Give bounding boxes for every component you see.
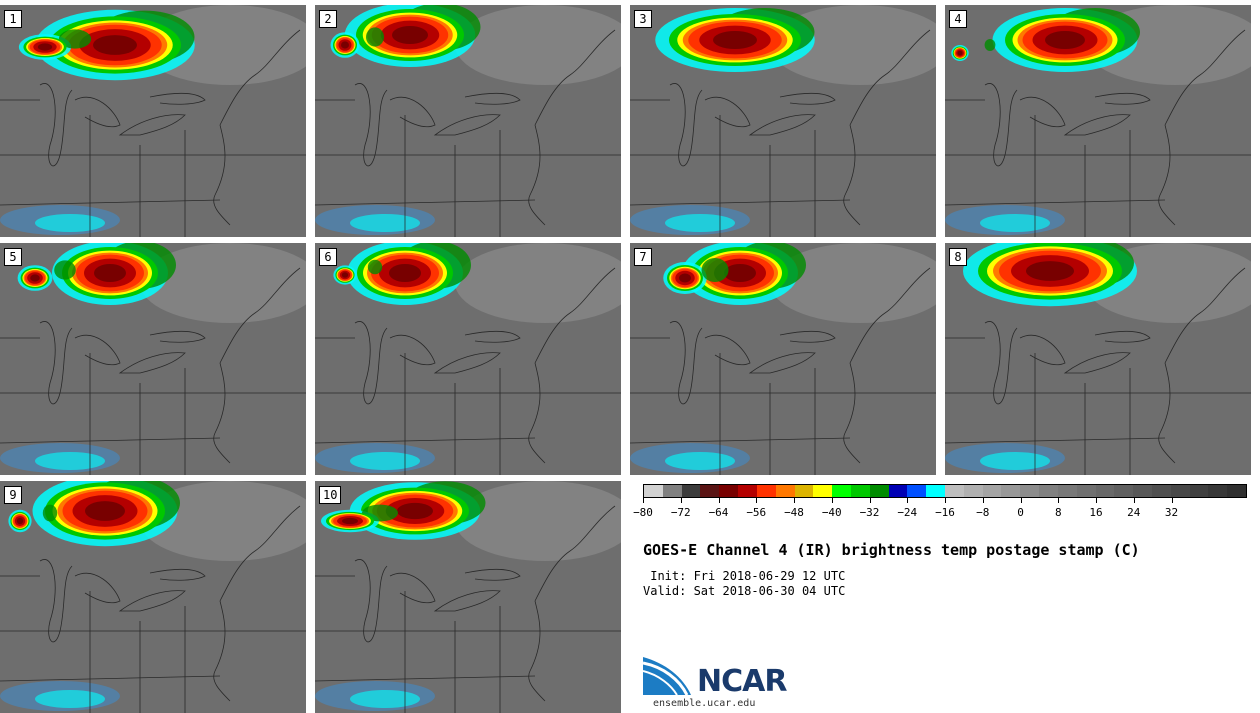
colorbar-swatch xyxy=(832,485,851,497)
colorbar-swatch xyxy=(888,485,908,497)
colorbar-swatch xyxy=(926,485,945,497)
colorbar-tick-label: −16 xyxy=(935,506,955,519)
satellite-map xyxy=(0,5,306,237)
colorbar-swatch xyxy=(1039,485,1058,497)
colorbar-swatch xyxy=(850,485,870,497)
colorbar-swatch xyxy=(662,485,682,497)
valid-time: Valid: Sat 2018-06-30 04 UTC xyxy=(643,584,846,598)
satellite-map xyxy=(0,243,306,475)
colorbar-tick-label: 0 xyxy=(1017,506,1024,519)
satellite-map xyxy=(315,243,621,475)
colorbar-swatch xyxy=(1114,485,1134,497)
colorbar-swatch xyxy=(1208,485,1228,497)
colorbar-tick-label: −8 xyxy=(976,506,990,519)
colorbar-swatch xyxy=(794,485,814,497)
colorbar-swatch xyxy=(813,485,833,497)
member-number: 8 xyxy=(949,248,967,266)
init-time: Init: Fri 2018-06-29 12 UTC xyxy=(643,569,846,583)
member-number: 6 xyxy=(319,248,337,266)
colorbar-ticks: −80 −72 −64 −56 −48 −40 −32 −24 −16 −8 0 8 16 24 32 xyxy=(633,498,1247,522)
logo-text: NCAR xyxy=(697,664,787,699)
colorbar-swatch xyxy=(963,485,983,497)
colorbar-swatch xyxy=(907,485,927,497)
member-panel: 9 xyxy=(0,481,306,713)
member-number: 5 xyxy=(4,248,22,266)
member-panel: 8 xyxy=(945,243,1251,475)
colorbar-swatch xyxy=(1057,485,1077,497)
member-panel: 4 xyxy=(945,5,1251,237)
colorbar-tick-label: −48 xyxy=(784,506,804,519)
colorbar-tick-label: −56 xyxy=(746,506,767,519)
colorbar-swatch xyxy=(1133,485,1152,497)
colorbar-swatch xyxy=(700,485,720,497)
colorbar-swatch xyxy=(1076,485,1096,497)
colorbar-swatch xyxy=(982,485,1002,497)
colorbar-tick-label: −40 xyxy=(821,506,842,519)
satellite-map xyxy=(315,481,621,713)
colorbar-tick-label: 16 xyxy=(1089,506,1103,519)
member-number: 9 xyxy=(4,486,22,504)
colorbar-swatch xyxy=(756,485,776,497)
figure-title: GOES-E Channel 4 (IR) brightness temp po… xyxy=(643,541,1140,559)
member-number: 1 xyxy=(4,10,22,28)
member-panel: 6 xyxy=(315,243,621,475)
member-number: 7 xyxy=(634,248,652,266)
colorbar-swatch xyxy=(719,485,739,497)
colorbar-swatch xyxy=(775,485,795,497)
website-url: ensemble.ucar.edu xyxy=(653,698,756,709)
member-panel: 1 xyxy=(0,5,306,237)
colorbar-tick-label: 8 xyxy=(1054,506,1062,519)
satellite-map xyxy=(630,243,936,475)
colorbar-swatch xyxy=(1095,485,1115,497)
colorbar-swatch xyxy=(1020,485,1040,497)
colorbar-swatch xyxy=(1001,485,1021,497)
satellite-map xyxy=(0,481,306,713)
colorbar-tick-label: −80 xyxy=(633,506,653,519)
colorbar xyxy=(643,484,1247,498)
colorbar-tick-label: 32 xyxy=(1164,506,1179,519)
colorbar-swatch xyxy=(1170,485,1190,497)
member-panel: 7 xyxy=(630,243,936,475)
colorbar-tick-label: −72 xyxy=(670,506,691,519)
member-panel: 5 xyxy=(0,243,306,475)
colorbar-tick-label: −64 xyxy=(708,506,729,519)
colorbar-swatch xyxy=(681,485,701,497)
colorbar-swatch xyxy=(1189,485,1209,497)
satellite-map xyxy=(945,243,1251,475)
colorbar-tick-label: 24 xyxy=(1127,506,1141,519)
colorbar-swatch xyxy=(869,485,889,497)
member-number: 10 xyxy=(319,486,342,504)
ncar-logo-icon xyxy=(643,657,691,696)
colorbar-swatch xyxy=(1151,485,1171,497)
member-number: 4 xyxy=(949,10,967,28)
colorbar-swatch xyxy=(644,485,663,497)
colorbar-swatch xyxy=(738,485,757,497)
member-number: 3 xyxy=(634,10,652,28)
colorbar-swatch xyxy=(1227,485,1246,497)
member-panel: 10 xyxy=(315,481,621,713)
satellite-map xyxy=(315,5,621,237)
member-panel: 3 xyxy=(630,5,936,237)
satellite-map xyxy=(945,5,1251,237)
member-panel: 2 xyxy=(315,5,621,237)
member-number: 2 xyxy=(319,10,337,28)
colorbar-tick-label: −24 xyxy=(897,506,918,519)
colorbar-tick-label: −32 xyxy=(859,506,880,519)
satellite-map xyxy=(630,5,936,237)
colorbar-swatch xyxy=(945,485,964,497)
